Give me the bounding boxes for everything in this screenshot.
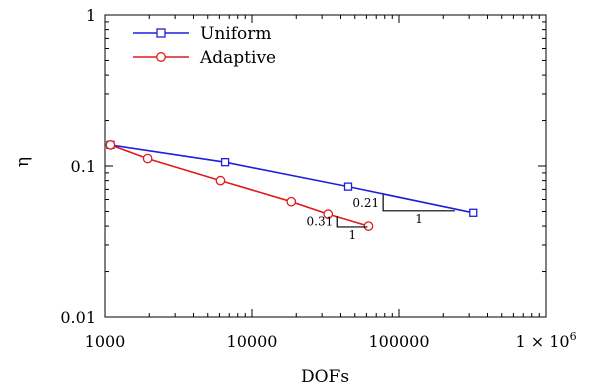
data-point-adaptive	[142, 153, 153, 164]
x-axis-label: DOFs	[301, 367, 349, 387]
slope-run-label: 1	[349, 228, 357, 242]
legend-label-adaptive: Adaptive	[199, 48, 276, 68]
x-tick-label: 10000	[227, 332, 278, 351]
slope-run-label: 1	[415, 212, 423, 226]
tick-labels: 1000 10000 100000 1 × 106 0.01 0.1 1	[60, 6, 576, 351]
data-point-adaptive	[363, 221, 374, 231]
x-tick-label-max: 1 × 106	[515, 330, 576, 351]
series-line-adaptive	[110, 144, 369, 227]
slope-triangle	[336, 216, 368, 228]
data-point-adaptive	[286, 196, 297, 207]
y-tick-label: 0.1	[71, 157, 96, 176]
slope-rate-label: 0.21	[352, 196, 379, 210]
slope-rate-label: 0.31	[307, 215, 334, 229]
x-tick-label: 1000	[85, 332, 126, 351]
slope-triangle	[382, 194, 455, 212]
series-layer	[105, 140, 478, 231]
data-point-adaptive	[323, 209, 334, 219]
x-max-exponent: 6	[570, 330, 577, 343]
data-point-uniform	[220, 158, 230, 167]
data-point-uniform	[343, 182, 353, 191]
y-tick-label: 0.01	[60, 308, 96, 327]
series-line-uniform	[110, 144, 474, 214]
data-point-adaptive	[105, 140, 116, 150]
slope-triangles: 0.21 1 0.31 1	[307, 194, 455, 242]
legend-label-uniform: Uniform	[200, 24, 272, 44]
legend-entry-adaptive: Adaptive	[133, 48, 276, 68]
x-max-prefix: 1 × 10	[515, 332, 569, 351]
legend-marker-adaptive	[156, 52, 166, 62]
y-tick-label: 1	[86, 6, 96, 25]
x-tick-label: 100000	[368, 332, 429, 351]
legend-marker-uniform	[156, 28, 166, 38]
legend-entry-uniform: Uniform	[133, 24, 272, 44]
data-point-uniform	[469, 208, 478, 217]
axis-ticks	[104, 15, 546, 318]
legend: Uniform Adaptive	[133, 24, 276, 68]
data-point-adaptive	[215, 175, 226, 186]
y-axis-label: η	[13, 157, 33, 167]
